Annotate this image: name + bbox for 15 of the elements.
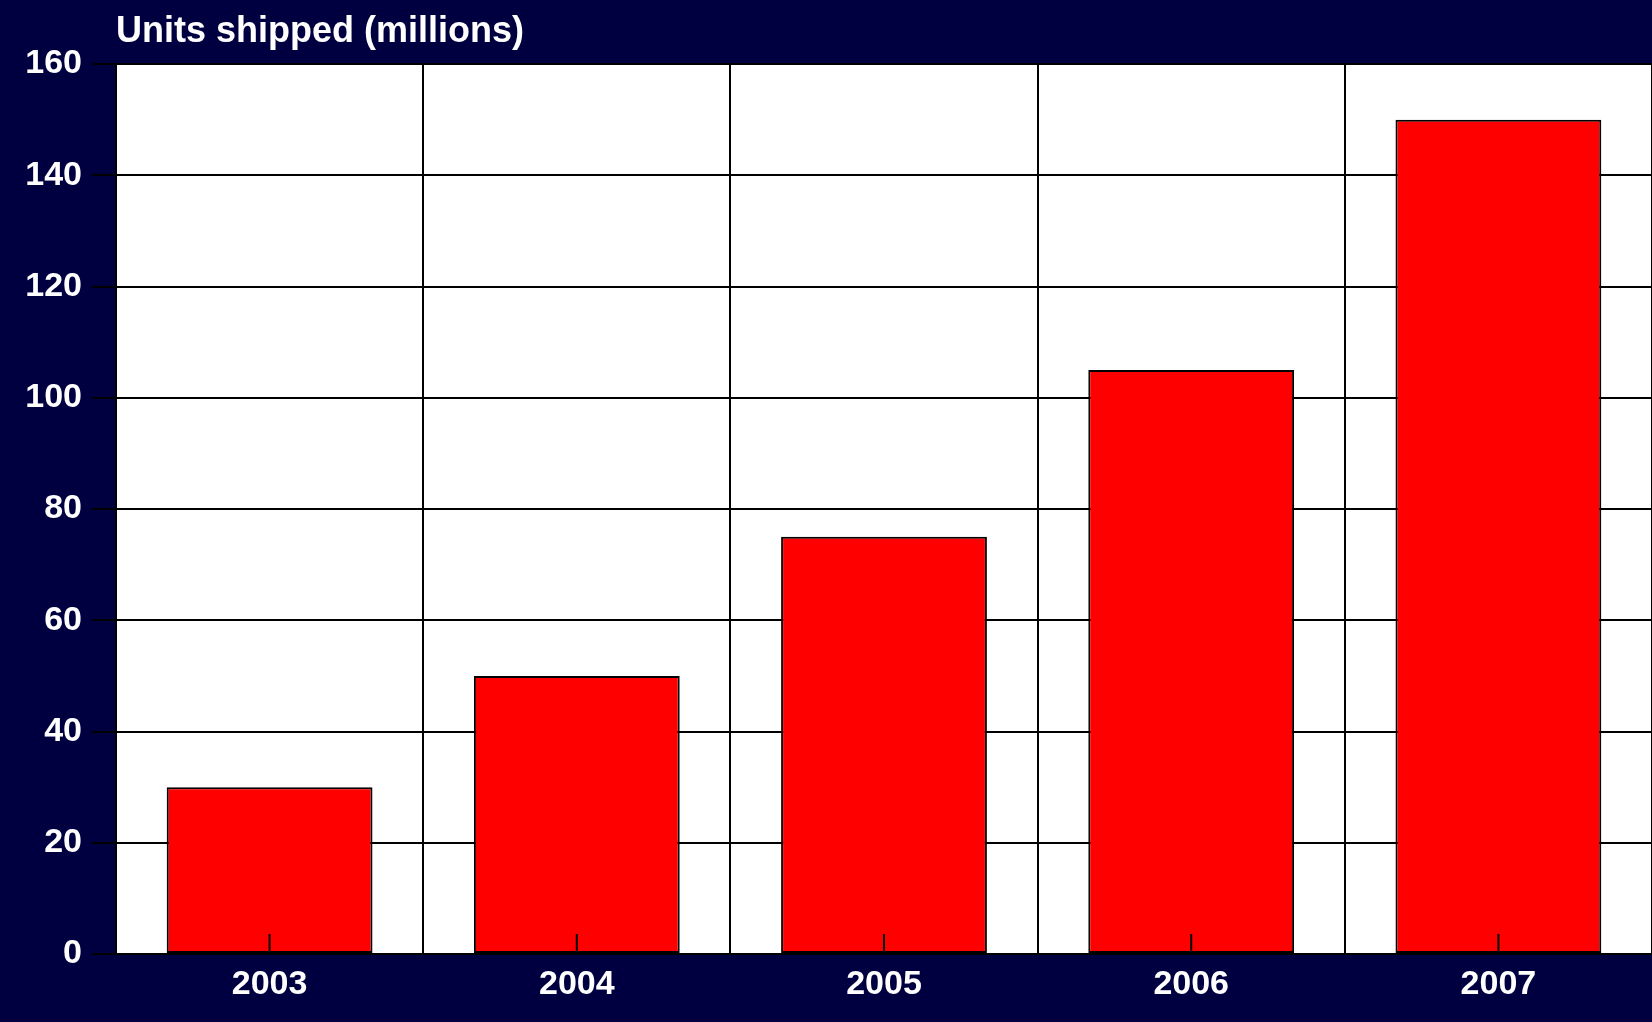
x-tick-label: 2004 bbox=[538, 962, 615, 1001]
y-tick-label: 40 bbox=[44, 709, 82, 748]
y-tick-label: 60 bbox=[44, 598, 82, 637]
x-tick-label: 2007 bbox=[1460, 962, 1537, 1001]
y-axis-title: Units shipped (millions) bbox=[116, 8, 525, 50]
y-tick-label: 120 bbox=[25, 264, 82, 303]
y-tick-label: 0 bbox=[63, 932, 82, 971]
y-tick-label: 140 bbox=[25, 153, 82, 192]
x-tick-label: 2005 bbox=[846, 962, 922, 1001]
y-tick-label: 100 bbox=[25, 376, 82, 415]
x-tick-label: 2003 bbox=[231, 962, 308, 1001]
y-tick-label: 20 bbox=[44, 821, 82, 860]
y-tick-label: 80 bbox=[44, 487, 82, 526]
y-tick-label: 160 bbox=[25, 42, 82, 81]
x-tick-label: 2006 bbox=[1153, 962, 1230, 1001]
